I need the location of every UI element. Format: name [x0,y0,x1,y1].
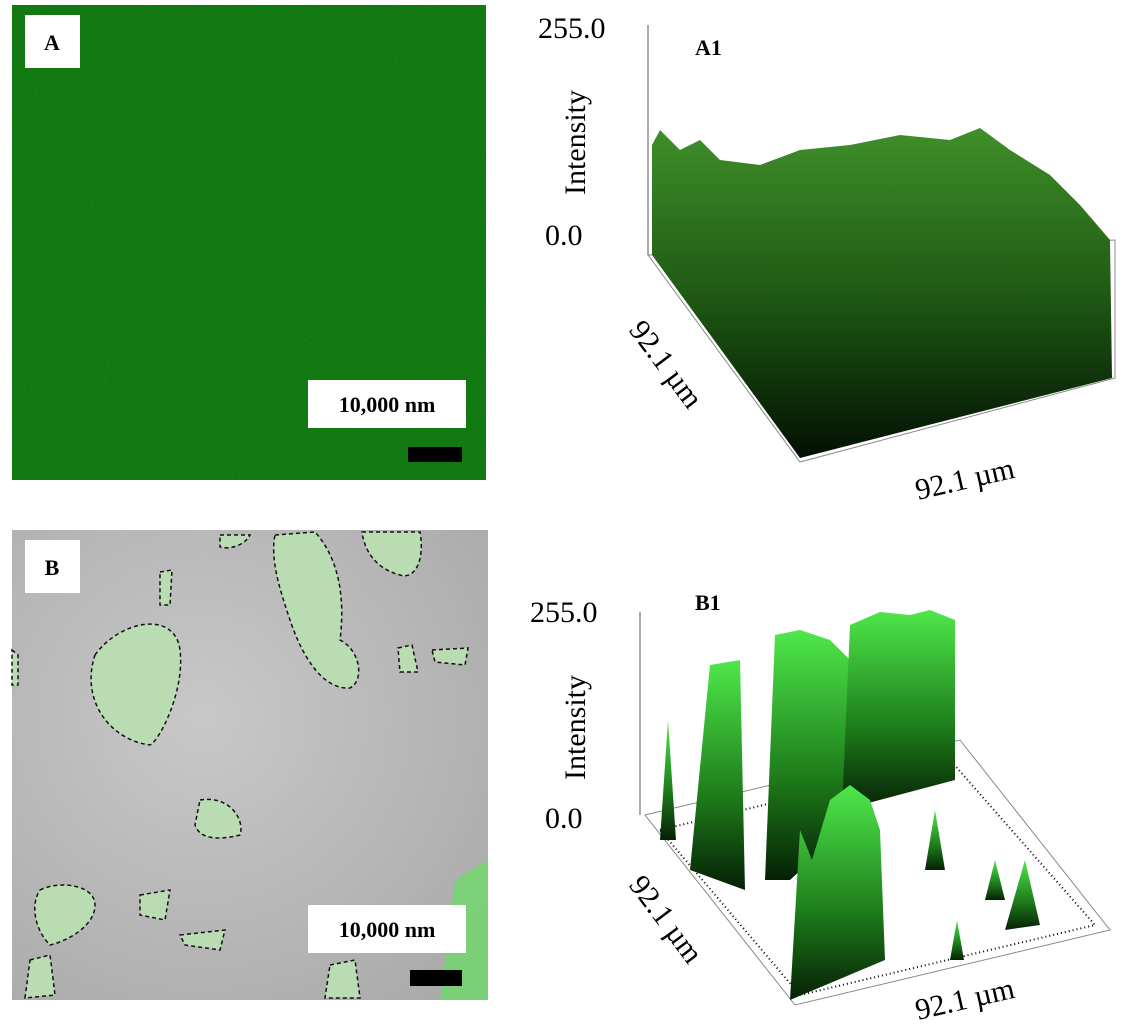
z-axis-label: Intensity [559,90,592,195]
panel-label: A1 [695,35,722,60]
panel-label: B1 [695,590,721,615]
z-max-label: 255.0 [538,12,606,45]
z-min-label: 0.0 [545,219,583,252]
surface [652,128,1112,458]
panel-label: B [45,555,60,580]
x-axis-label: 92.1 µm [912,452,1017,507]
x-axis-label: 92.1 µm [912,972,1017,1024]
scale-bar-label: 10,000 nm [339,392,436,417]
z-max-label: 255.0 [530,596,598,629]
scale-bar-label: 10,000 nm [339,917,436,942]
panel-label: A [44,30,60,55]
panel-a1: A1 255.0 0.0 Intensity 92.1 µm 92.1 µm [538,12,1115,507]
scale-bar [410,970,462,986]
y-axis-label: 92.1 µm [622,314,709,414]
z-min-label: 0.0 [545,802,583,835]
panel-b1: B1 255.0 0.0 Intensity 92.1 µm 92.1 µm [530,590,1110,1024]
panel-a: A 10,000 nm [12,5,486,480]
figure: A 10,000 nm A1 255.0 0.0 Intensity 92.1 … [0,0,1121,1024]
scale-bar [408,447,462,462]
z-axis-label: Intensity [559,675,592,780]
panel-b: B 10,000 nm [12,530,488,1000]
y-axis-label: 92.1 µm [622,869,709,969]
